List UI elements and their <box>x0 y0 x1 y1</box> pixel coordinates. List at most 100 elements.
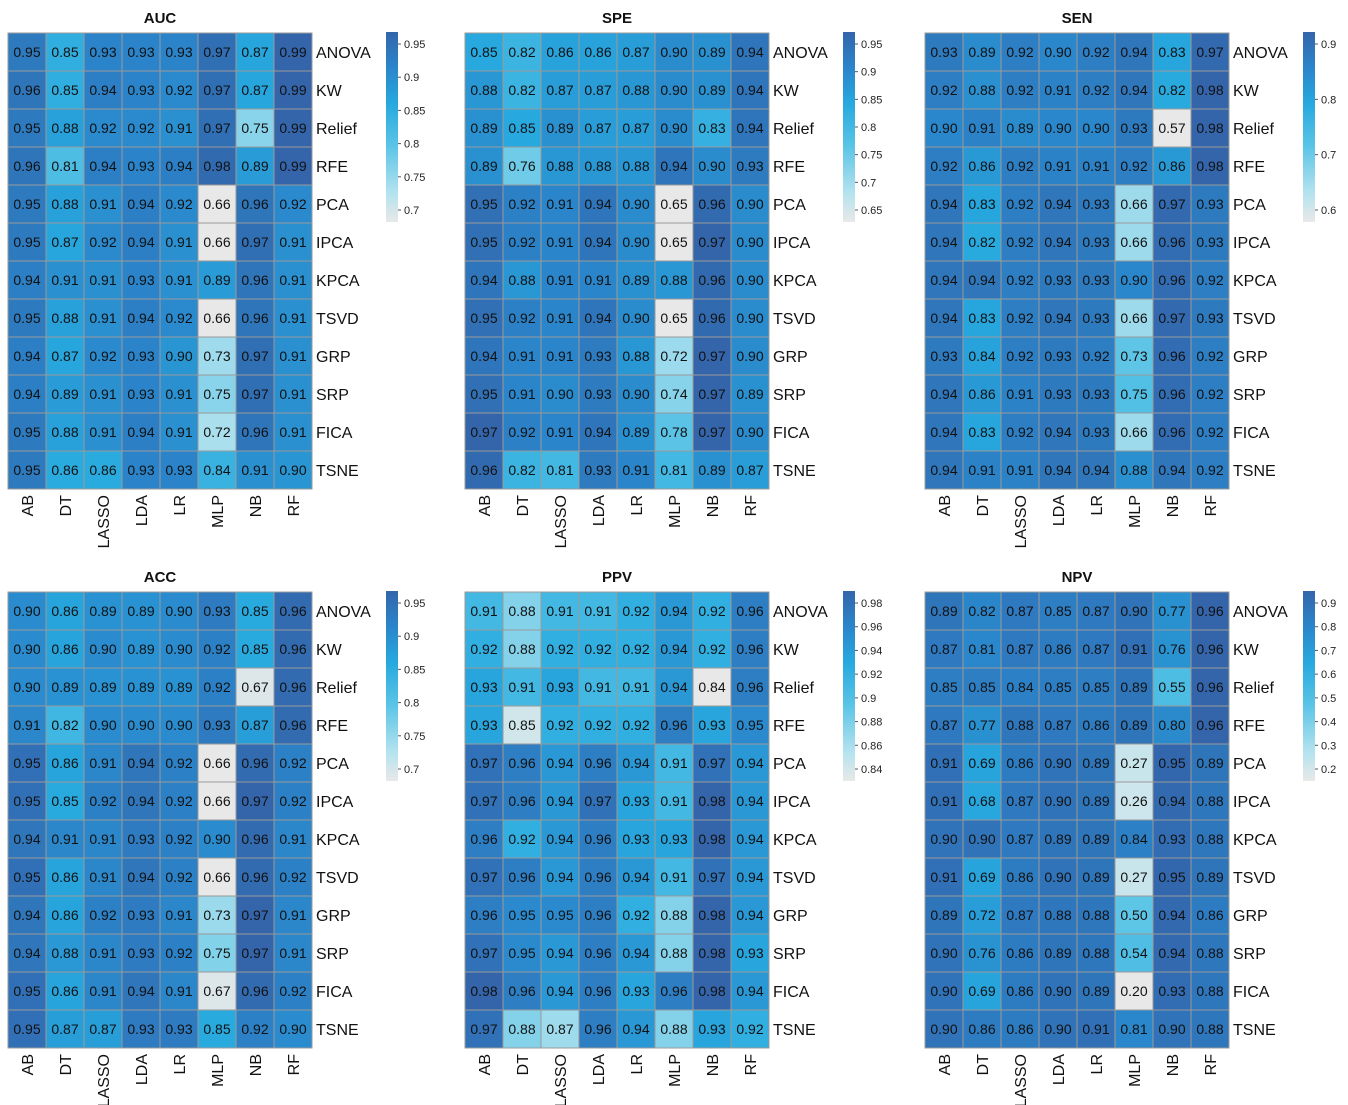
heatmap-cell <box>654 971 694 1011</box>
column-label: AB <box>477 495 494 516</box>
column-label: LASSO <box>553 1054 570 1105</box>
cell-value-label: 0.86 <box>1158 158 1185 174</box>
heatmap-cell <box>273 743 313 783</box>
cell-value-label: 0.94 <box>930 310 957 326</box>
heatmap-cell <box>464 743 504 783</box>
heatmap-cell <box>924 450 964 490</box>
heatmap-cell <box>7 260 47 300</box>
cell-value-label: 0.93 <box>584 462 611 478</box>
cell-value-label: 0.91 <box>508 679 535 695</box>
cell-value-label: 0.90 <box>930 983 957 999</box>
cell-value-label: 0.93 <box>127 82 154 98</box>
cell-value-label: 0.93 <box>930 348 957 364</box>
heatmap-cell <box>159 222 199 262</box>
row-label: Relief <box>1233 680 1274 697</box>
cell-value-label: 0.92 <box>1196 462 1223 478</box>
cell-value-label: 0.93 <box>127 158 154 174</box>
cell-value-label: 0.94 <box>89 82 116 98</box>
cell-value-label: 0.94 <box>622 1021 649 1037</box>
heatmap-cell <box>197 450 237 490</box>
heatmap-cell <box>924 705 964 745</box>
heatmap-cell <box>235 629 275 669</box>
cell-value-label: 0.92 <box>1196 272 1223 288</box>
cell-value-label: 0.94 <box>1044 462 1071 478</box>
cell-value-label: 0.95 <box>470 386 497 402</box>
cell-value-label: 0.95 <box>470 196 497 212</box>
heatmap-cell <box>502 222 542 262</box>
cell-value-label: 0.96 <box>584 907 611 923</box>
cell-value-label: 0.93 <box>127 44 154 60</box>
cell-value-label: 0.90 <box>1044 869 1071 885</box>
cell-value-label: 0.92 <box>1082 348 1109 364</box>
cell-value-label: 0.92 <box>279 983 306 999</box>
cell-value-label: 0.90 <box>13 679 40 695</box>
cell-value-label: 0.84 <box>698 679 725 695</box>
cell-value-label: 0.91 <box>165 120 192 136</box>
heatmap-cell <box>692 857 732 897</box>
cell-value-label: 0.90 <box>165 348 192 364</box>
cell-value-label: 0.92 <box>203 679 230 695</box>
heatmap-cell <box>159 629 199 669</box>
cell-value-label: 0.90 <box>1120 603 1147 619</box>
cell-value-label: 0.85 <box>241 641 268 657</box>
cell-value-label: 0.97 <box>470 424 497 440</box>
cell-value-label: 0.90 <box>1044 44 1071 60</box>
heatmap-cell <box>273 260 313 300</box>
colorbar-tick-label: 0.7 <box>404 205 419 217</box>
heatmap-cell <box>654 108 694 148</box>
cell-value-label: 0.82 <box>968 603 995 619</box>
cell-value-label: 0.95 <box>13 44 40 60</box>
cell-value-label: 0.95 <box>546 907 573 923</box>
cell-value-label: 0.92 <box>508 196 535 212</box>
cell-value-label: 0.96 <box>736 679 763 695</box>
heatmap-cell <box>197 374 237 414</box>
cell-value-label: 0.91 <box>241 462 268 478</box>
heatmap-cell <box>1114 450 1154 490</box>
heatmap-cell <box>273 298 313 338</box>
heatmap-cell <box>235 971 275 1011</box>
cell-value-label: 0.88 <box>546 158 573 174</box>
heatmap-cell <box>464 32 504 72</box>
cell-value-label: 0.90 <box>930 831 957 847</box>
cell-value-label: 0.89 <box>1196 869 1223 885</box>
cell-value-label: 0.94 <box>930 386 957 402</box>
cell-value-label: 0.92 <box>165 945 192 961</box>
cell-value-label: 0.90 <box>165 641 192 657</box>
heatmap-cell <box>1114 146 1154 186</box>
cell-value-label: 0.91 <box>546 348 573 364</box>
cell-value-label: 0.93 <box>1158 983 1185 999</box>
cell-value-label: 0.97 <box>698 424 725 440</box>
heatmap-cell <box>502 705 542 745</box>
heatmap-cell <box>273 1009 313 1049</box>
cell-value-label: 0.89 <box>89 679 116 695</box>
heatmap-cell <box>83 146 123 186</box>
cell-value-label: 0.66 <box>203 234 230 250</box>
row-label: SRP <box>773 946 806 963</box>
column-label: AB <box>20 495 37 516</box>
heatmap-cell <box>962 336 1002 376</box>
cell-value-label: 0.97 <box>470 793 497 809</box>
cell-value-label: 0.75 <box>241 120 268 136</box>
cell-value-label: 0.86 <box>51 983 78 999</box>
heatmap-cell <box>235 450 275 490</box>
heatmap-cell <box>1152 705 1192 745</box>
cell-value-label: 0.90 <box>546 386 573 402</box>
cell-value-label: 0.92 <box>584 641 611 657</box>
cell-value-label: 0.81 <box>968 641 995 657</box>
cell-value-label: 0.91 <box>1044 158 1071 174</box>
heatmap-cell <box>1038 933 1078 973</box>
cell-value-label: 0.69 <box>968 869 995 885</box>
heatmap-cell <box>540 108 580 148</box>
colorbar-tick-label: 0.8 <box>404 139 419 151</box>
cell-value-label: 0.93 <box>1120 120 1147 136</box>
row-label: TSNE <box>773 1022 816 1039</box>
heatmap-cell <box>962 971 1002 1011</box>
cell-value-label: 0.95 <box>13 196 40 212</box>
cell-value-label: 0.93 <box>1044 348 1071 364</box>
cell-value-label: 0.97 <box>1158 310 1185 326</box>
heatmap-cell <box>1114 895 1154 935</box>
row-label: TSNE <box>773 463 816 480</box>
heatmap-cell <box>1076 374 1116 414</box>
heatmap-cell <box>1190 857 1230 897</box>
heatmap-cell <box>616 184 656 224</box>
